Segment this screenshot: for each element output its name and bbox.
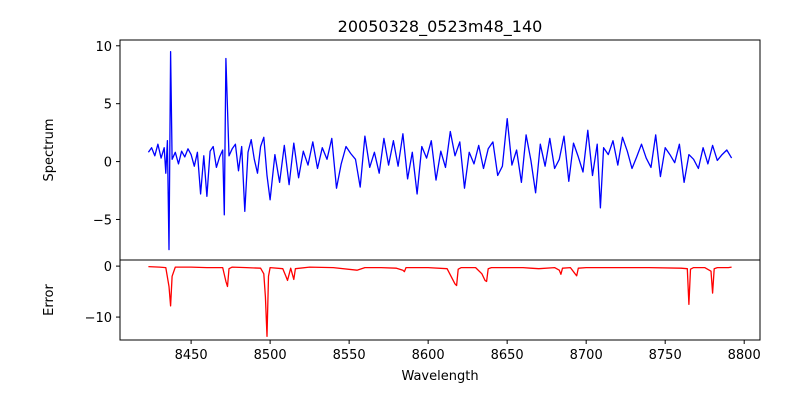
x-tick-label: 8750 — [649, 348, 682, 363]
spectrum-panel-frame — [119, 39, 761, 261]
spectrum-panel-y-tick-label: 10 — [95, 40, 112, 55]
chart-title: 20050328_0523m48_140 — [338, 17, 543, 37]
spectrum-panel-y-tick-label: −5 — [93, 213, 112, 228]
spectrum-panel-y-axis-label: Spectrum — [42, 119, 57, 182]
error-panel-y-axis-label: Error — [42, 284, 57, 316]
x-tick-label: 8450 — [175, 348, 208, 363]
error-panel-series-line — [148, 265, 732, 338]
x-tick-label: 8800 — [728, 348, 761, 363]
error-panel-frame — [119, 259, 761, 341]
spectrum-panel-series-line — [147, 50, 733, 251]
x-tick-label: 8700 — [570, 348, 603, 363]
x-tick-label: 8550 — [333, 348, 366, 363]
spectrum-panel-y-tick-label: 5 — [104, 98, 112, 113]
error-panel-y-tick-label: 0 — [104, 260, 112, 275]
spectrum-panel: −5 0 5 10 Spectrum — [42, 39, 761, 261]
chart-panels: −5 0 5 10 Spectrum −10 0 Error 8450 8500 8550 8600 8… — [42, 39, 761, 363]
spectrum-panel-y-tick-label: 0 — [104, 156, 112, 171]
error-panel-y-tick-label: −10 — [85, 311, 112, 326]
x-tick-label: 8500 — [254, 348, 287, 363]
error-panel: −10 0 Error 8450 8500 8550 8600 8650 8700 8750 880… — [42, 259, 761, 363]
x-tick-label: 8600 — [412, 348, 445, 363]
x-axis-label: Wavelength — [401, 369, 478, 384]
x-tick-label: 8650 — [491, 348, 524, 363]
